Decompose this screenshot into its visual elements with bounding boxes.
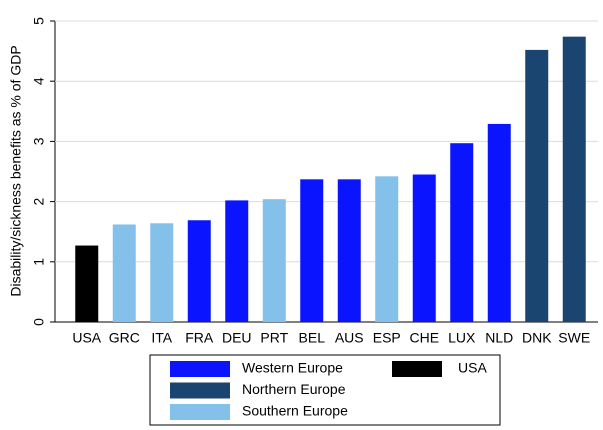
legend-swatch [392, 361, 442, 377]
x-tick-label: USA [72, 330, 101, 346]
bar [150, 223, 174, 322]
x-tick-label: DEU [222, 330, 252, 346]
bar [375, 176, 399, 322]
x-tick-label: GRC [109, 330, 140, 346]
bar [187, 220, 211, 322]
x-tick-label: FRA [185, 330, 214, 346]
y-tick-label: 1 [31, 258, 47, 266]
legend-swatch [170, 404, 230, 420]
y-axis-label: Disability/sickness benefits as % of GDP [8, 45, 24, 296]
y-tick-label: 0 [31, 318, 47, 326]
x-tick-label: LUX [448, 330, 476, 346]
bar [75, 245, 99, 322]
bar [337, 179, 361, 322]
y-tick-label: 3 [31, 137, 47, 145]
legend-label: Northern Europe [242, 381, 346, 397]
x-tick-label: PRT [260, 330, 288, 346]
legend-swatch [170, 361, 230, 377]
x-tick-label: DNK [522, 330, 552, 346]
y-tick-label: 4 [31, 77, 47, 85]
x-tick-label: SWE [558, 330, 590, 346]
x-tick-label: ESP [373, 330, 401, 346]
x-tick-label: CHE [409, 330, 439, 346]
bar [225, 200, 249, 322]
x-tick-label: BEL [299, 330, 326, 346]
legend-box [149, 354, 501, 426]
bar [112, 224, 136, 322]
bar [450, 143, 474, 322]
x-tick-label: NLD [485, 330, 513, 346]
x-tick-label: ITA [151, 330, 172, 346]
y-tick-label: 5 [31, 17, 47, 25]
bar [262, 199, 286, 322]
legend-label: USA [458, 360, 487, 376]
x-tick-label: AUS [335, 330, 364, 346]
legend-label: Southern Europe [242, 403, 348, 419]
y-tick-label: 2 [31, 197, 47, 205]
bar [412, 174, 436, 322]
bar [562, 36, 586, 322]
bar [525, 49, 549, 323]
bar [300, 179, 324, 322]
legend-swatch [170, 382, 230, 399]
legend-label: Western Europe [242, 360, 343, 376]
bar [487, 123, 511, 322]
